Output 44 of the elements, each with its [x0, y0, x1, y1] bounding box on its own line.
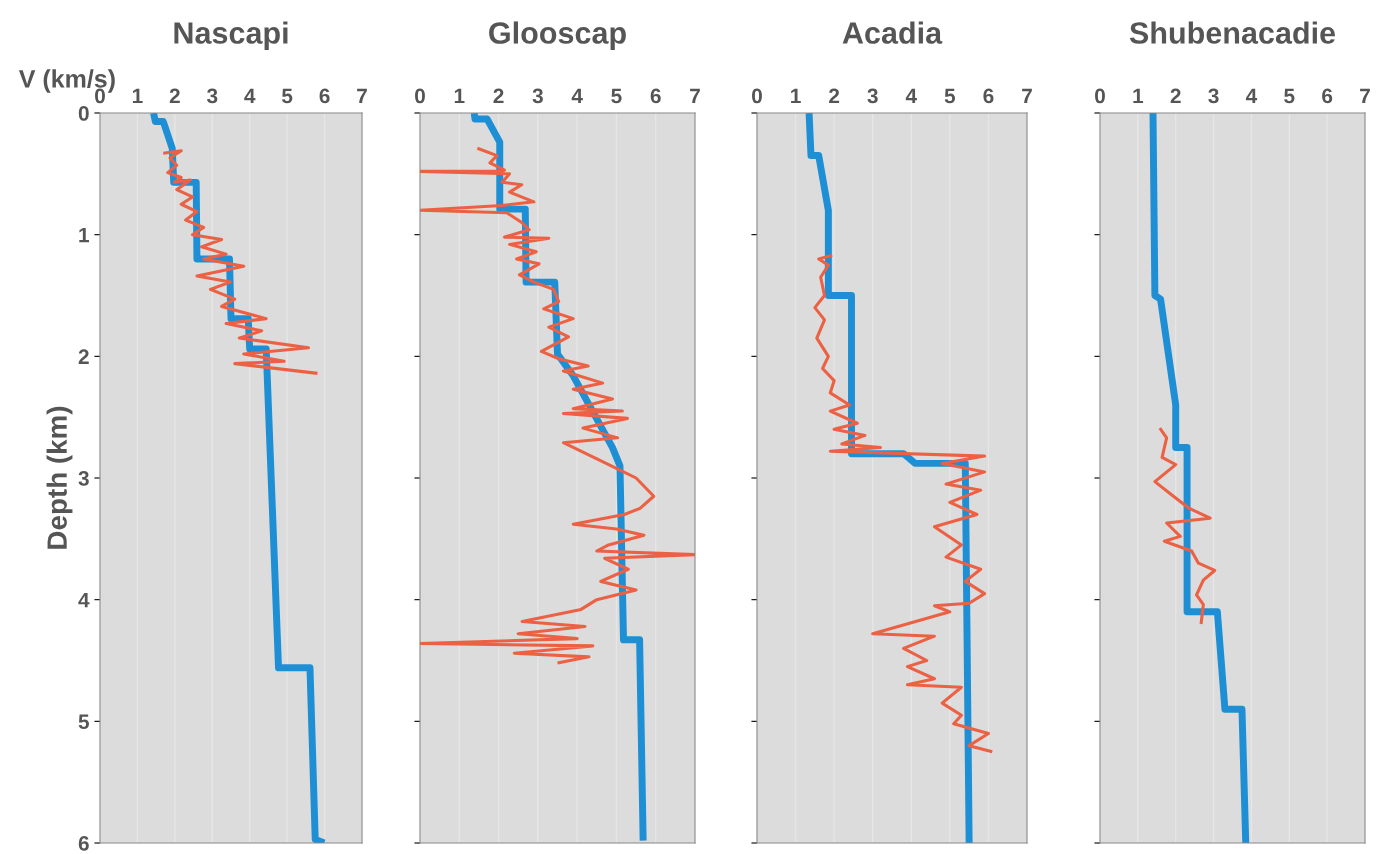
x-tick-label: 4: [905, 88, 917, 104]
x-tick-label: 7: [1360, 88, 1370, 104]
y-tick-label: 3: [78, 471, 89, 486]
y-tick-label: 0: [78, 106, 89, 121]
x-tick-label: 4: [244, 88, 256, 104]
x-tick-label: 5: [611, 88, 622, 104]
x-tick-label: 6: [650, 88, 661, 104]
x-tick-label: 3: [1208, 88, 1219, 104]
x-tick-label: 6: [1322, 88, 1333, 104]
x-tick-label: 7: [1022, 88, 1032, 104]
y-tick-label: 5: [78, 714, 89, 730]
x-tick-label: 5: [944, 88, 956, 104]
chart-title: Acadia: [842, 21, 943, 44]
x-tick-label: 5: [1284, 88, 1295, 104]
x-tick-label: 1: [132, 88, 143, 104]
chart-title: Glooscap: [489, 21, 626, 50]
x-tick-label: 2: [829, 88, 840, 104]
x-tick-label: 2: [169, 88, 180, 104]
x-tick-label: 3: [206, 88, 218, 104]
y-axis-title: Depth (km): [46, 406, 73, 549]
y-tick-label: 4: [78, 592, 90, 608]
x-tick-label: 3: [532, 88, 543, 104]
x-tick-label: 1: [454, 88, 465, 104]
x-tick-label: 0: [1095, 88, 1105, 104]
chart-title: Nascapi: [174, 21, 288, 50]
x-tick-label: 7: [357, 88, 367, 104]
y-tick-label: 6: [78, 836, 89, 851]
line-series: [161, 149, 319, 375]
x-tick-label: 4: [1245, 88, 1258, 104]
x-tick-label: 1: [791, 88, 801, 104]
x-tick-label: 4: [571, 88, 583, 104]
x-tick-label: 6: [319, 88, 330, 104]
x-tick-label: 1: [1133, 88, 1144, 104]
x-tick-label: 0: [415, 88, 425, 104]
y-tick-label: 1: [79, 227, 89, 243]
x-tick-label: 2: [493, 88, 504, 104]
chart-title: Shubenacadie: [1129, 21, 1336, 44]
x-tick-label: 0: [752, 88, 762, 104]
x-tick-label: 7: [690, 88, 700, 104]
x-tick-label: 6: [983, 88, 994, 104]
x-tick-label: 2: [1170, 88, 1181, 104]
x-tick-label: 3: [867, 88, 878, 104]
x-tick-label: 5: [281, 88, 293, 104]
y-tick-label: 2: [78, 349, 89, 364]
